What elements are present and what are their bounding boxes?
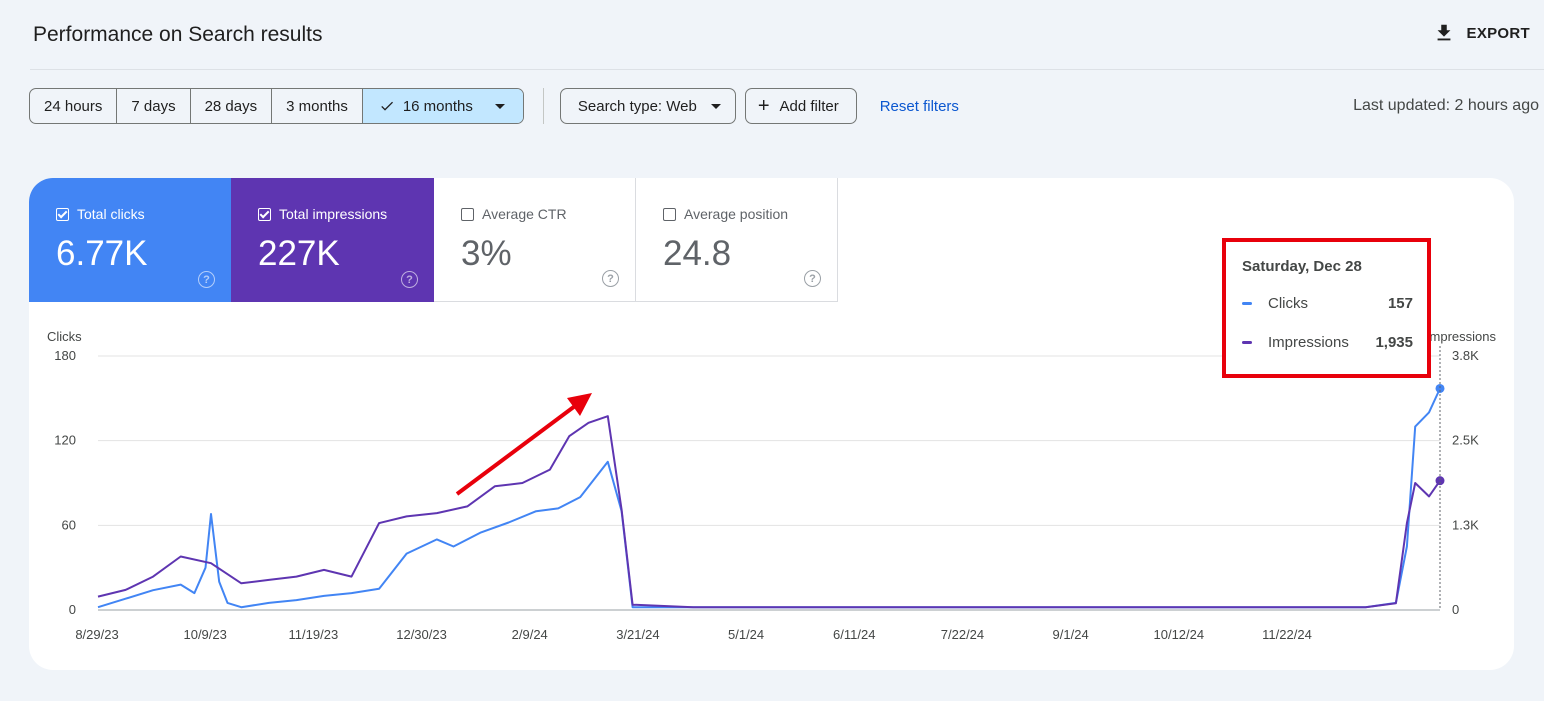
clicks-legend-dash <box>1242 302 1252 305</box>
metric-total-impressions[interactable]: Total impressions 227K ? <box>231 178 434 302</box>
metric-label: Total clicks <box>77 206 145 222</box>
download-icon <box>1437 24 1450 41</box>
metric-value: 3% <box>461 234 512 273</box>
range-24-hours[interactable]: 24 hours <box>30 89 118 123</box>
add-filter-button[interactable]: + Add filter <box>744 88 857 124</box>
search-type-label: Search type: Web <box>577 97 697 115</box>
y-right-axis-label: Impressions <box>1426 329 1497 344</box>
x-tick-label: 7/22/24 <box>941 627 984 642</box>
help-icon[interactable]: ? <box>804 270 821 287</box>
plus-icon: + <box>757 95 770 117</box>
series-point-impressions <box>1435 476 1445 486</box>
metric-label: Total impressions <box>279 206 388 222</box>
x-tick-label: 9/1/24 <box>1053 627 1089 642</box>
x-tick-label: 5/1/24 <box>728 627 764 642</box>
range-3-months[interactable]: 3 months <box>272 89 363 123</box>
tooltip-value: 157 <box>1387 295 1413 312</box>
series-line-clicks <box>97 388 1441 609</box>
y-right-tick-label: 2.5K <box>1452 433 1479 448</box>
performance-card: Total clicks 6.77K ? Total impressions 2… <box>29 178 1514 670</box>
search-type-dropdown[interactable]: Search type: Web <box>559 88 736 124</box>
metric-average-position[interactable]: Average position 24.8 ? <box>636 178 838 302</box>
metric-tabs: Total clicks 6.77K ? Total impressions 2… <box>29 178 838 302</box>
series-point-clicks <box>1435 383 1445 393</box>
chart-tooltip: Saturday, Dec 28 Clicks 157 Impressions … <box>1222 238 1431 378</box>
help-icon[interactable]: ? <box>198 271 215 288</box>
add-filter-label: Add filter <box>779 97 839 115</box>
tooltip-label: Clicks <box>1268 295 1308 312</box>
checkbox-unchecked[interactable] <box>663 207 676 221</box>
page-title: Performance on Search results <box>33 23 323 46</box>
x-tick-label: 10/12/24 <box>1154 627 1205 642</box>
metric-label: Average position <box>684 206 789 222</box>
series-line-impressions <box>97 415 1441 609</box>
range-7-days[interactable]: 7 days <box>117 89 191 123</box>
x-tick-label: 3/21/24 <box>616 627 659 642</box>
metric-average-ctr[interactable]: Average CTR 3% ? <box>434 178 636 302</box>
export-label: EXPORT <box>1466 24 1530 42</box>
y-left-axis-label: Clicks <box>47 329 82 344</box>
annotation-arrow <box>455 404 577 496</box>
check-icon <box>381 101 393 111</box>
checkbox-checked[interactable] <box>56 207 69 221</box>
y-right-tick-label: 1.3K <box>1452 517 1479 532</box>
y-right-tick-label: 3.8K <box>1452 348 1479 363</box>
annotation-arrow-head <box>567 393 592 416</box>
x-tick-label: 11/19/23 <box>289 627 339 642</box>
x-tick-label: 2/9/24 <box>512 627 548 642</box>
tooltip-date: Saturday, Dec 28 <box>1242 258 1362 275</box>
y-left-tick-label: 120 <box>54 433 76 448</box>
x-tick-label: 12/30/23 <box>396 627 447 642</box>
x-tick-label: 6/11/24 <box>833 627 875 642</box>
metric-value: 227K <box>258 234 340 273</box>
reset-filters-link[interactable]: Reset filters <box>879 97 959 115</box>
metric-total-clicks[interactable]: Total clicks 6.77K ? <box>29 178 231 302</box>
range-28-days[interactable]: 28 days <box>191 89 273 123</box>
help-icon[interactable]: ? <box>602 270 619 287</box>
x-tick-label: 11/22/24 <box>1262 627 1312 642</box>
checkbox-checked[interactable] <box>258 207 271 221</box>
last-updated: Last updated: 2 hours ago <box>1353 97 1539 114</box>
range-16-months[interactable]: 16 months <box>362 89 523 123</box>
metric-label: Average CTR <box>482 206 567 222</box>
x-tick-label: 10/9/23 <box>183 627 226 642</box>
chevron-down-icon <box>494 103 505 109</box>
export-button[interactable]: EXPORT <box>1433 22 1530 44</box>
chevron-down-icon <box>710 103 721 109</box>
tooltip-value: 1,935 <box>1375 334 1413 351</box>
tooltip-row-clicks: Clicks 157 <box>1242 295 1427 312</box>
tooltip-row-impressions: Impressions 1,935 <box>1242 334 1427 351</box>
y-left-tick-label: 0 <box>69 602 76 617</box>
tooltip-label: Impressions <box>1268 334 1349 351</box>
impressions-legend-dash <box>1242 341 1252 344</box>
toolbar: 24 hours 7 days 28 days 3 months 16 mont… <box>29 88 959 124</box>
help-icon[interactable]: ? <box>401 271 418 288</box>
toolbar-divider <box>542 88 544 124</box>
y-left-tick-label: 60 <box>62 517 76 532</box>
x-tick-label: 8/29/23 <box>75 627 118 642</box>
metric-value: 24.8 <box>663 234 732 273</box>
y-left-tick-label: 180 <box>54 348 76 363</box>
date-range-selector: 24 hours 7 days 28 days 3 months 16 mont… <box>29 88 524 124</box>
range-16-months-label: 16 months <box>402 97 473 115</box>
metric-value: 6.77K <box>56 234 148 273</box>
performance-chart[interactable]: 180 120 60 0 3.8K 2.5K 1.3K 0 Clicks Impressions 8… <box>29 178 1514 670</box>
y-right-tick-label: 0 <box>1452 602 1459 617</box>
checkbox-unchecked[interactable] <box>461 207 474 221</box>
top-divider <box>30 69 1544 70</box>
